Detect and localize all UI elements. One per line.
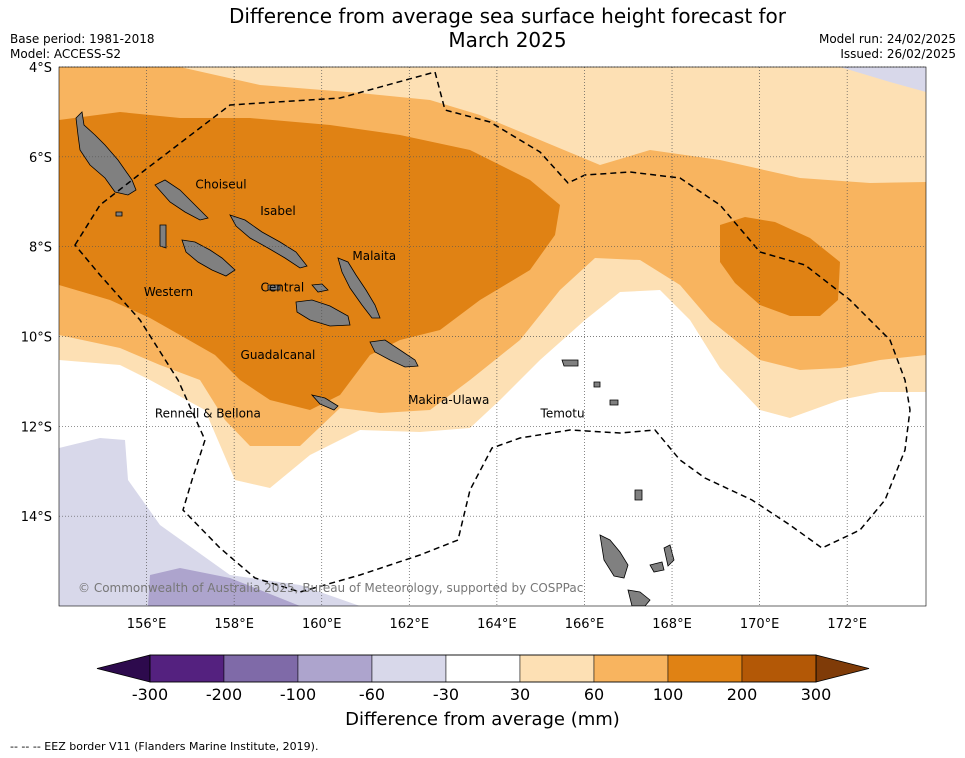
colorbar-label: 200 (727, 685, 758, 704)
lat-tick-label: 6°S (29, 151, 52, 166)
sea-surface-map: 156°E 158°E 160°E 162°E 164°E 166°E 168°E 170°E… (21, 61, 927, 632)
colorbar-title: Difference from average (mm) (345, 709, 620, 730)
lon-tick-label: 168°E (652, 617, 692, 632)
model-text: Model: ACCESS-S2 (10, 47, 122, 61)
map-frame (58, 66, 927, 607)
land-vanikoro (609, 399, 619, 406)
land-choiseul (154, 179, 209, 221)
land-new-georgia (181, 239, 236, 277)
place-label: Central (260, 281, 304, 295)
eez-footnote: -- -- -- EEZ border V11 (Flanders Marine… (10, 740, 319, 753)
colorbar-label: 100 (653, 685, 684, 704)
land-isabel (229, 214, 308, 269)
lon-tick-label: 162°E (390, 617, 430, 632)
contour-neg-top-right (840, 67, 926, 92)
colorbar-label: -300 (132, 685, 168, 704)
land-small-4 (115, 211, 123, 217)
lon-tick-label: 156°E (127, 617, 167, 632)
colorbar-label: 300 (801, 685, 832, 704)
place-label: Isabel (260, 204, 295, 218)
land-bougainville (75, 111, 137, 196)
land-malaita (337, 257, 381, 319)
lat-tick-label: 10°S (21, 331, 52, 346)
place-label: Makira-Ulawa (408, 393, 489, 407)
land-small-2 (267, 284, 281, 291)
land-makira (369, 339, 419, 368)
title-line-1: Difference from average sea surface heig… (228, 4, 787, 28)
colorbar-extend-low (96, 654, 151, 683)
lon-tick-label: 160°E (302, 617, 342, 632)
colorbar-label: 30 (510, 685, 530, 704)
colorbar-extend-high (815, 654, 870, 683)
title-line-2: March 2025 (448, 28, 567, 52)
colorbar-swatches (96, 654, 870, 683)
model-info: Base period: 1981-2018 Model: ACCESS-S2 (10, 32, 155, 62)
lat-tick-label: 12°S (21, 420, 52, 435)
base-period-text: Base period: 1981-2018 (10, 32, 155, 46)
land-ndeni (561, 359, 579, 367)
land-malekula (649, 561, 665, 573)
model-run-text: Model run: 24/02/2025 (818, 32, 956, 46)
land-small-1 (159, 224, 167, 249)
land-small-5 (593, 381, 601, 388)
colorbar-swatch (667, 654, 743, 683)
lat-tick-label: 14°S (21, 510, 52, 525)
contour-100-200 (59, 112, 840, 410)
colorbar-swatch (741, 654, 817, 683)
colorbar-label: -30 (433, 685, 459, 704)
colorbar-label: -200 (206, 685, 242, 704)
eez-border (74, 71, 911, 593)
place-label: Rennell & Bellona (155, 406, 261, 420)
place-labels: Choiseul Isabel Malaita Western Central Guada… (144, 177, 585, 420)
chart-title: Difference from average sea surface heig… (0, 4, 965, 52)
place-label: Malaita (352, 249, 396, 263)
colorbar-swatch (445, 654, 521, 683)
lat-tick-label: 4°S (29, 61, 52, 76)
lon-tick-label: 166°E (565, 617, 605, 632)
land-guadalcanal (295, 299, 351, 327)
colorbar-swatch (519, 654, 595, 683)
colorbar-label: -100 (280, 685, 316, 704)
place-label: Choiseul (195, 177, 246, 191)
latitude-ticks: 4°S 6°S 8°S 10°S 12°S 14°S (21, 61, 52, 525)
colorbar-label: -60 (359, 685, 385, 704)
place-label: Guadalcanal (241, 348, 316, 362)
land-florida (311, 283, 329, 293)
colorbar-swatch (149, 654, 225, 683)
issued-text: Issued: 26/02/2025 (840, 47, 956, 61)
copyright-text: © Commonwealth of Australia 2025, Bureau… (78, 581, 584, 595)
lon-tick-label: 170°E (740, 617, 780, 632)
colorbar-swatch (223, 654, 299, 683)
lon-tick-label: 164°E (477, 617, 517, 632)
land-small-3 (634, 489, 643, 501)
contour-neg-60-100 (148, 568, 300, 606)
longitude-ticks: 156°E 158°E 160°E 162°E 164°E 166°E 168°E 170°E… (127, 617, 867, 632)
colorbar-swatch (593, 654, 669, 683)
land-efate (627, 589, 651, 606)
land-ambae (663, 544, 675, 567)
contour-neg-30-60 (59, 438, 360, 606)
land-espiritu-santo (599, 534, 629, 579)
colorbar-swatch (371, 654, 447, 683)
land-masses (75, 111, 675, 606)
colorbar-labels: -300 -200 -100 -60 -30 30 60 100 200 300 (132, 685, 831, 704)
colorbar-swatch (297, 654, 373, 683)
land-rennell (310, 394, 339, 411)
run-info: Model run: 24/02/2025 Issued: 26/02/2025 (819, 32, 956, 62)
place-label: Western (144, 285, 193, 299)
lat-tick-label: 8°S (29, 241, 52, 256)
colorbar-label: 60 (584, 685, 604, 704)
lon-tick-label: 158°E (214, 617, 254, 632)
colorbar-frame (149, 654, 817, 683)
lon-tick-label: 172°E (827, 617, 867, 632)
place-label: Temotu (540, 406, 585, 420)
